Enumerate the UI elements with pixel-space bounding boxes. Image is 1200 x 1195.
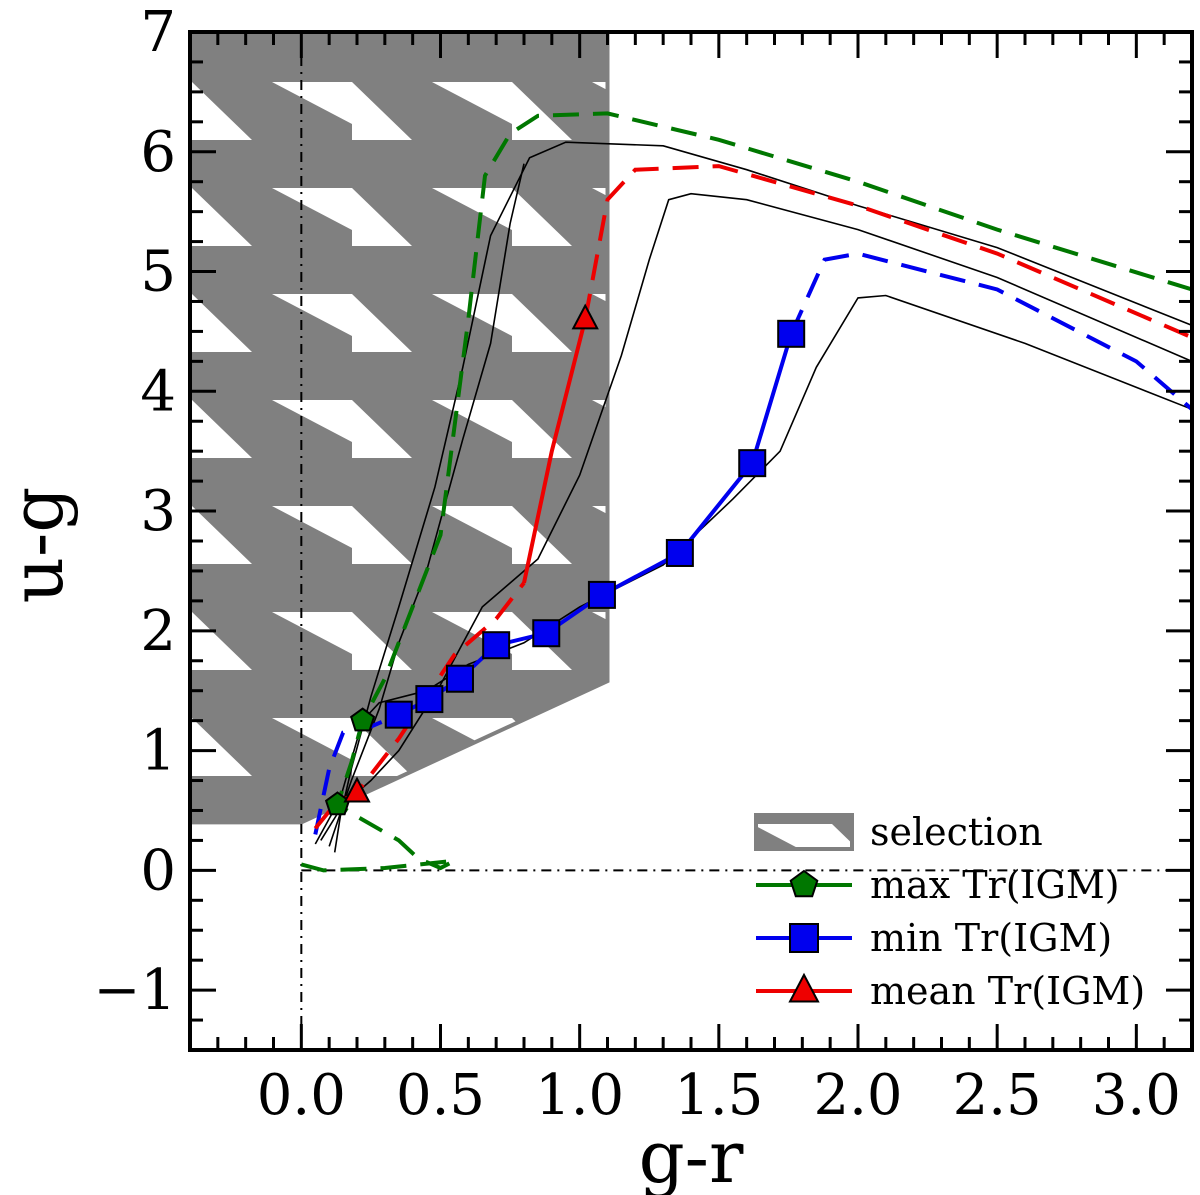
series-2-marker-5 (532, 619, 561, 648)
series-3-marker-2 (571, 303, 599, 330)
x-axis-title: g-r (639, 1115, 744, 1195)
y-tick-label: 0 (140, 838, 176, 903)
x-tick-label: 0.0 (257, 1063, 346, 1128)
y-tick-label: 4 (140, 359, 176, 424)
y-tick-label: −1 (93, 958, 176, 1023)
legend-label: selection (870, 810, 1043, 854)
series-2-marker-3 (445, 664, 474, 693)
x-tick-label: 0.5 (396, 1063, 485, 1128)
x-tick-label: 1.5 (674, 1063, 763, 1128)
series-3-solid-line (522, 318, 588, 584)
series-3-dashed-line (313, 581, 526, 830)
series-2-marker-7 (665, 538, 694, 567)
legend-label: max Tr(IGM) (870, 863, 1120, 907)
legend-patch-selection (754, 813, 854, 851)
y-axis-title: u-g (0, 487, 79, 604)
series-1-marker-2 (350, 707, 376, 732)
series-markers (324, 303, 806, 816)
series-2-dashed-line (313, 712, 400, 835)
reference-track-1 (333, 141, 1192, 853)
x-tick-label: 2.5 (953, 1063, 1042, 1128)
series-3-dashed-tail-line (583, 164, 1192, 340)
x-tick-label: 1.0 (535, 1063, 624, 1128)
legend-label: mean Tr(IGM) (870, 969, 1145, 1013)
legend-label: min Tr(IGM) (870, 916, 1112, 960)
series-2-marker-8 (738, 449, 767, 478)
y-tick-label: 5 (140, 240, 176, 305)
selection-region (190, 32, 610, 825)
legend-marker-2 (789, 923, 819, 953)
reference-track-2 (320, 192, 1192, 841)
series-2-marker-2 (415, 685, 444, 714)
y-tick-label: 1 (140, 719, 176, 784)
series-2-marker-1 (384, 700, 413, 729)
series-2-marker-9 (777, 319, 806, 348)
y-tick-label: 3 (140, 479, 176, 544)
series-1-dashed-line (300, 111, 1192, 873)
y-tick-label: 6 (140, 120, 176, 185)
legend-marker-3 (788, 972, 820, 1003)
y-tick-label: 7 (140, 0, 176, 65)
series-3-marker-1 (343, 776, 371, 803)
x-tick-label: 2.0 (813, 1063, 902, 1128)
series-2-marker-4 (482, 631, 511, 660)
series-2-marker-6 (587, 580, 616, 609)
x-tick-label: 3.0 (1092, 1063, 1181, 1128)
tick-labels: 0.0 0.5 1.0 1.5 2.0 2.5 3.0 −1 0 1 2 3 4 5 6 7 (93, 0, 1180, 1128)
axis-ticks (188, 30, 1194, 1052)
legend-marker-1 (789, 869, 819, 898)
legend: selection max Tr(IGM) min Tr(IGM) mean Tr(I… (754, 810, 1145, 1013)
y-tick-label: 2 (140, 599, 176, 664)
